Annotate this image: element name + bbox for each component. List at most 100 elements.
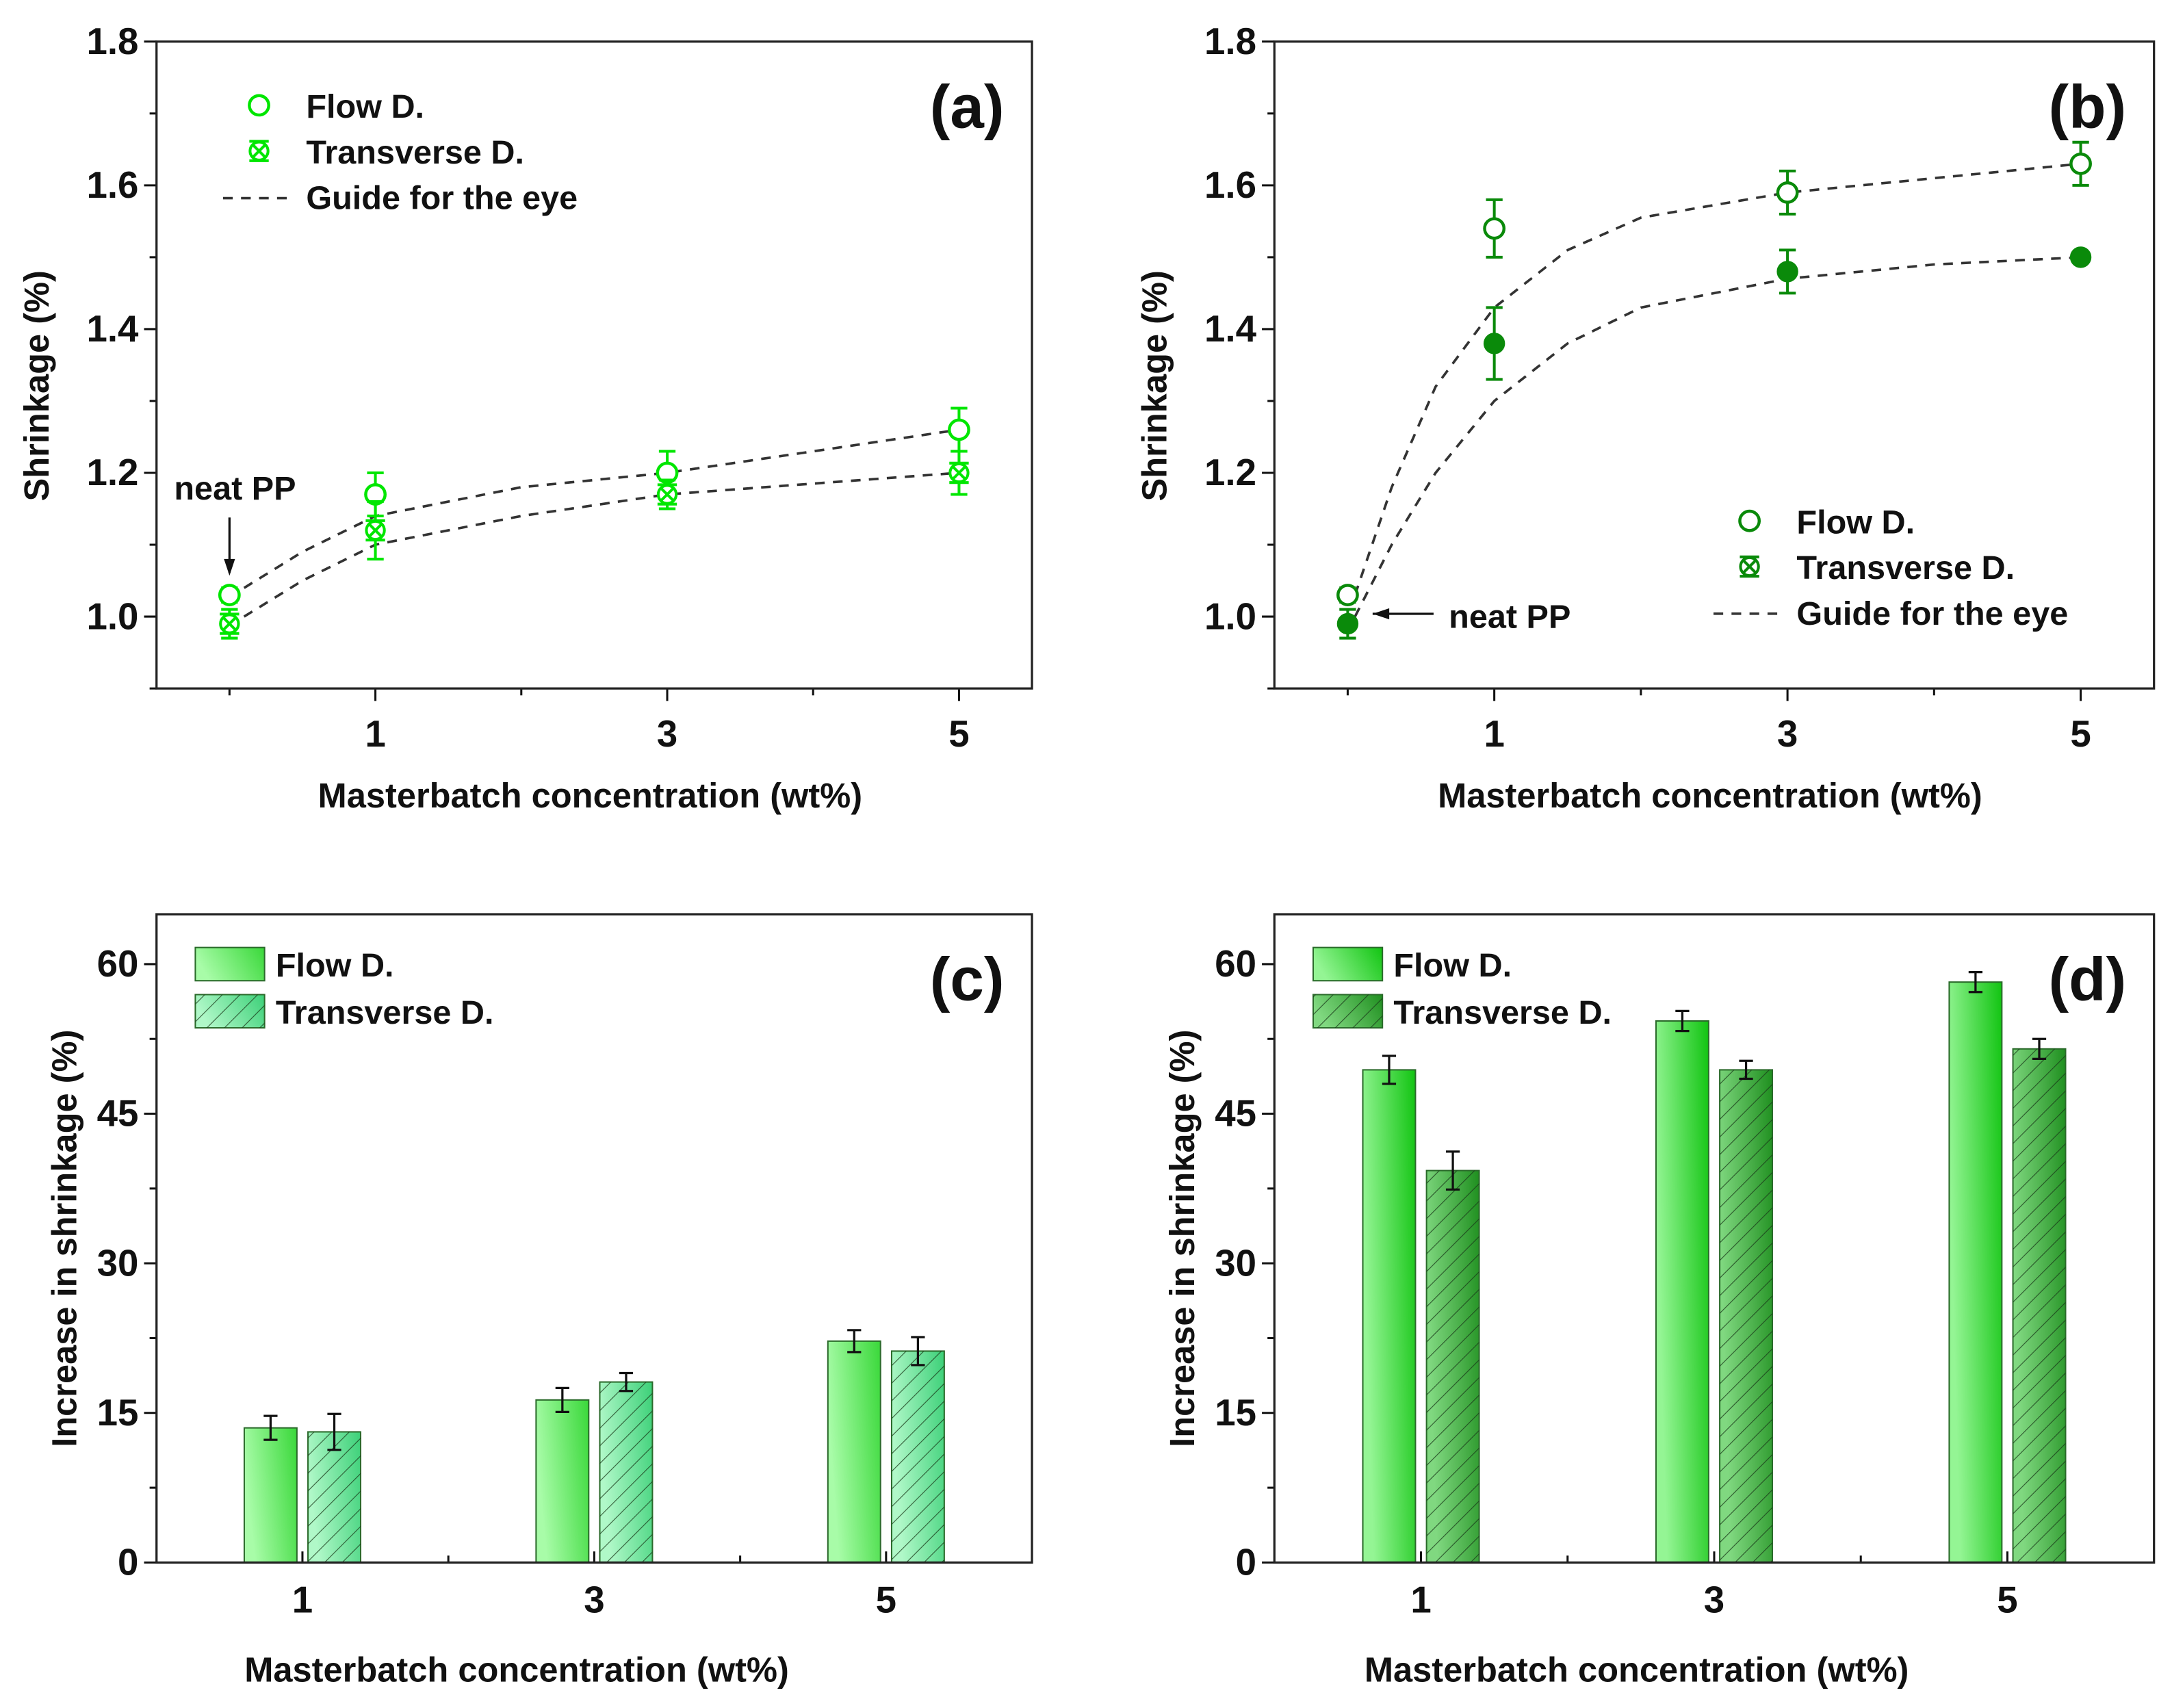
bar-hatch	[2013, 1048, 2066, 1563]
y-tick-label: 15	[1215, 1392, 1256, 1434]
guide-curve	[1354, 162, 2081, 596]
data-point-open-circle-icon	[948, 418, 970, 441]
x-tick-label: 5	[948, 713, 969, 755]
bar-hatch	[891, 1351, 944, 1563]
y-tick-label: 1.6	[1204, 164, 1256, 206]
x-tick-label: 1	[1410, 1579, 1431, 1620]
data-point-filled-circle-icon	[2069, 246, 2092, 268]
panel-b: 1.0 1.2 1.4 1.6 1.8 1 3 5 Masterbatch concentrat…	[1135, 21, 2156, 815]
panel-label: (c)	[930, 945, 1005, 1013]
legend-label: Flow D.	[276, 947, 394, 984]
y-axis-label: Shrinkage (%)	[1135, 270, 1174, 501]
bar-hatch	[1426, 1170, 1479, 1563]
plot-frame	[1273, 913, 2156, 1564]
legend-swatch	[194, 946, 266, 982]
legend-label: Flow D.	[1796, 504, 1915, 541]
legend-label: Guide for the eye	[1796, 595, 2068, 632]
data-point-filled-circle-icon	[1336, 612, 1359, 635]
y-tick-label: 15	[97, 1392, 139, 1434]
annotation-text: neat PP	[174, 470, 296, 507]
x-tick-label: 1	[365, 713, 385, 755]
x-tick-label: 5	[876, 1579, 896, 1620]
guide-curve	[243, 428, 959, 589]
legend-label: Transverse D.	[1393, 994, 1612, 1031]
data-point-cross	[657, 483, 677, 506]
y-axis-label: Increase in shrinkage (%)	[44, 1030, 83, 1447]
x-axis-label: Masterbatch concentration (wt%)	[1438, 776, 1982, 815]
data-point-filled-circle-icon	[1776, 261, 1798, 283]
y-tick-label: 60	[97, 943, 139, 985]
data-point-filled-circle-icon	[1483, 333, 1505, 354]
y-tick-label: 1.0	[1204, 595, 1256, 637]
legend-label: Flow D.	[1393, 947, 1512, 984]
bar-hatch	[599, 1382, 653, 1563]
x-tick-label: 3	[657, 713, 677, 755]
bar	[827, 1340, 881, 1564]
data-point-open-circle-icon	[1776, 181, 1799, 204]
y-tick-label: 1.2	[1204, 452, 1256, 493]
y-tick-label: 30	[1215, 1242, 1256, 1284]
plot-frame	[1273, 40, 2156, 690]
legend-marker-open-circle-icon	[1738, 509, 1761, 532]
y-tick-label: 60	[1215, 943, 1256, 985]
x-axis-label: Masterbatch concentration (wt%)	[244, 1650, 789, 1689]
x-tick-label: 1	[1484, 713, 1504, 755]
bar	[243, 1427, 298, 1564]
x-axis-label: Masterbatch concentration (wt%)	[318, 776, 863, 815]
panel-label: (b)	[2048, 72, 2126, 140]
legend-marker-cross	[249, 140, 269, 162]
bar	[535, 1399, 590, 1564]
x-tick-label: 5	[1997, 1579, 2017, 1620]
x-tick-label: 1	[292, 1579, 313, 1620]
plot-frame	[155, 913, 1033, 1564]
panel-label: (a)	[930, 72, 1005, 140]
y-tick-label: 1.4	[86, 308, 139, 350]
y-tick-label: 1.8	[1204, 21, 1256, 62]
y-tick-label: 0	[1236, 1542, 1256, 1583]
bar	[1362, 1069, 1417, 1564]
legend-swatch	[1312, 946, 1384, 982]
legend-marker-cross	[1740, 555, 1759, 578]
data-point-open-circle-icon	[1336, 584, 1359, 606]
data-point-cross	[949, 461, 969, 484]
bar	[1948, 981, 2003, 1564]
plot-frame	[155, 40, 1033, 690]
panel-d: 0 15 30 45 60 1 3 5 Masterbatch concentration (w…	[1163, 913, 2156, 1689]
annotation-text: neat PP	[1449, 598, 1570, 635]
y-axis-label: Shrinkage (%)	[17, 270, 56, 501]
x-tick-label: 3	[584, 1579, 604, 1620]
panel-a: 1.0 1.2 1.4 1.6 1.8 1 3 5 Masterbatch concentrat…	[17, 21, 1033, 815]
bar	[1655, 1020, 1709, 1564]
x-tick-label: 3	[1777, 713, 1798, 755]
data-point-cross	[365, 519, 385, 542]
x-tick-label: 5	[2070, 713, 2091, 755]
x-tick-label: 3	[1704, 1579, 1724, 1620]
x-axis-label: Masterbatch concentration (wt%)	[1365, 1650, 1909, 1689]
bar-hatch	[1720, 1070, 1773, 1563]
y-tick-label: 1.4	[1204, 308, 1257, 350]
y-tick-label: 1.0	[86, 595, 138, 637]
y-tick-label: 30	[97, 1242, 139, 1284]
panel-label: (d)	[2048, 945, 2126, 1013]
legend-label: Flow D.	[306, 88, 424, 125]
y-tick-label: 45	[97, 1093, 139, 1135]
y-tick-label: 1.8	[86, 21, 138, 62]
legend-label: Transverse D.	[306, 134, 524, 171]
legend-swatch-hatch	[1313, 994, 1383, 1028]
data-point-open-circle-icon	[1483, 217, 1506, 240]
arrow-head-icon	[224, 558, 235, 576]
legend-label: Transverse D.	[1796, 549, 2015, 586]
bar-hatch	[308, 1432, 361, 1563]
y-tick-label: 45	[1215, 1093, 1256, 1135]
panel-c: 0 15 30 45 60 1 3 5 Masterbatch concentration (w…	[44, 913, 1033, 1689]
data-point-open-circle-icon	[218, 584, 241, 606]
legend-swatch-hatch	[195, 994, 265, 1028]
guide-curve	[243, 471, 959, 618]
arrow-head-icon	[1372, 608, 1390, 620]
legend-label: Guide for the eye	[306, 180, 578, 217]
y-axis-label: Increase in shrinkage (%)	[1163, 1030, 1202, 1447]
data-point-cross	[220, 612, 240, 635]
legend-label: Transverse D.	[276, 994, 494, 1031]
guide-curve	[1354, 256, 2081, 617]
